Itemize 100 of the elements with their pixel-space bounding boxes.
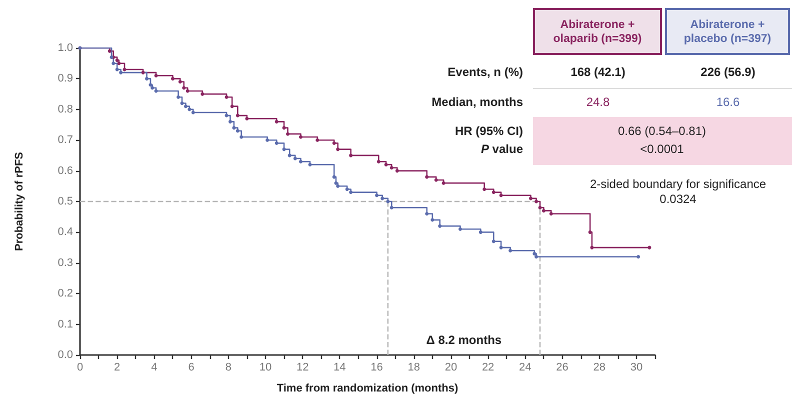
- x-tick-label: 0: [76, 362, 84, 374]
- annotation: <0.0001: [640, 142, 684, 156]
- point: [282, 126, 286, 130]
- point: [293, 156, 297, 160]
- text: 16.6: [716, 95, 740, 109]
- point: [176, 95, 180, 99]
- x-tick-label: 14: [334, 362, 346, 374]
- y-tick-label: 0.1: [58, 318, 73, 330]
- point: [390, 206, 394, 210]
- x-tick-label: 18: [408, 362, 420, 374]
- x-tick-label: 8: [225, 362, 232, 374]
- point: [590, 246, 594, 250]
- point: [232, 126, 236, 130]
- point: [588, 230, 592, 234]
- point: [230, 104, 234, 108]
- point: [395, 169, 399, 173]
- point: [375, 194, 379, 198]
- point: [425, 175, 429, 179]
- point: [336, 148, 340, 152]
- point: [228, 120, 232, 124]
- y-tick-label: 0.5: [58, 196, 73, 208]
- point: [478, 230, 482, 234]
- point: [145, 76, 149, 80]
- point: [499, 194, 503, 198]
- point: [108, 49, 112, 53]
- point: [286, 132, 290, 136]
- x-tick-label: 30: [630, 362, 643, 374]
- point: [170, 76, 174, 80]
- point: [274, 141, 278, 145]
- point: [334, 181, 338, 185]
- point: [482, 187, 486, 191]
- y-tick-label: 0.8: [58, 103, 73, 116]
- point: [458, 227, 462, 231]
- annotation: P value: [480, 142, 523, 156]
- point: [345, 187, 349, 191]
- point: [549, 212, 553, 216]
- point: [492, 240, 496, 244]
- point: [332, 175, 336, 179]
- point: [349, 154, 353, 158]
- x-tick-label: 22: [482, 362, 494, 374]
- text: 0.0324: [660, 192, 696, 206]
- x-tick-label: 2: [114, 362, 120, 374]
- point: [236, 129, 240, 133]
- x-tick-label: 4: [151, 362, 158, 374]
- point: [180, 102, 184, 106]
- point: [532, 252, 536, 256]
- text: Abiraterone + olaparib (n=399): [552, 18, 643, 46]
- point: [119, 70, 123, 74]
- point: [316, 138, 320, 142]
- point: [274, 120, 278, 124]
- point: [178, 80, 182, 84]
- point: [384, 162, 388, 166]
- point: [538, 206, 542, 210]
- x-tick-label: 6: [188, 362, 194, 374]
- annotation: Median, months: [432, 95, 523, 109]
- point: [298, 160, 302, 164]
- point: [240, 135, 244, 139]
- point: [376, 160, 380, 164]
- annotation: 0.66 (0.54–0.81): [618, 124, 706, 138]
- point: [182, 86, 186, 90]
- text: Abiraterone + placebo (n=397): [682, 18, 772, 46]
- x-tick-label: 10: [259, 362, 272, 374]
- point: [425, 212, 429, 216]
- y-tick-label: 1.0: [58, 42, 73, 54]
- point: [115, 68, 119, 72]
- point: [349, 190, 353, 194]
- x-axis-title: Time from randomization (months): [276, 382, 458, 394]
- point: [648, 246, 652, 250]
- point: [245, 116, 249, 120]
- point: [430, 218, 434, 222]
- y-tick-label: 0.7: [58, 134, 73, 146]
- point: [112, 62, 116, 66]
- point: [528, 196, 532, 200]
- text: 226 (56.9): [700, 65, 756, 79]
- point: [442, 181, 446, 185]
- point: [336, 184, 340, 188]
- y-tick-label: 0.4: [58, 226, 73, 238]
- point: [186, 89, 190, 93]
- point: [390, 166, 394, 170]
- point: [224, 95, 228, 99]
- y-tick-label: 0.2: [58, 288, 73, 300]
- point: [115, 58, 119, 62]
- point: [380, 196, 384, 200]
- point: [492, 190, 496, 194]
- y-tick-label: 0.3: [58, 256, 73, 269]
- point: [282, 148, 286, 152]
- point: [534, 255, 538, 259]
- x-tick-label: 24: [519, 362, 532, 374]
- point: [636, 255, 640, 259]
- point: [188, 108, 192, 112]
- point: [236, 114, 240, 118]
- point: [308, 162, 312, 166]
- point: [148, 83, 152, 87]
- point: [117, 62, 121, 66]
- point: [200, 92, 204, 96]
- annotation: 24.8: [586, 95, 610, 109]
- point: [141, 70, 145, 74]
- point: [191, 110, 195, 114]
- point: [288, 154, 292, 158]
- point: [386, 200, 390, 204]
